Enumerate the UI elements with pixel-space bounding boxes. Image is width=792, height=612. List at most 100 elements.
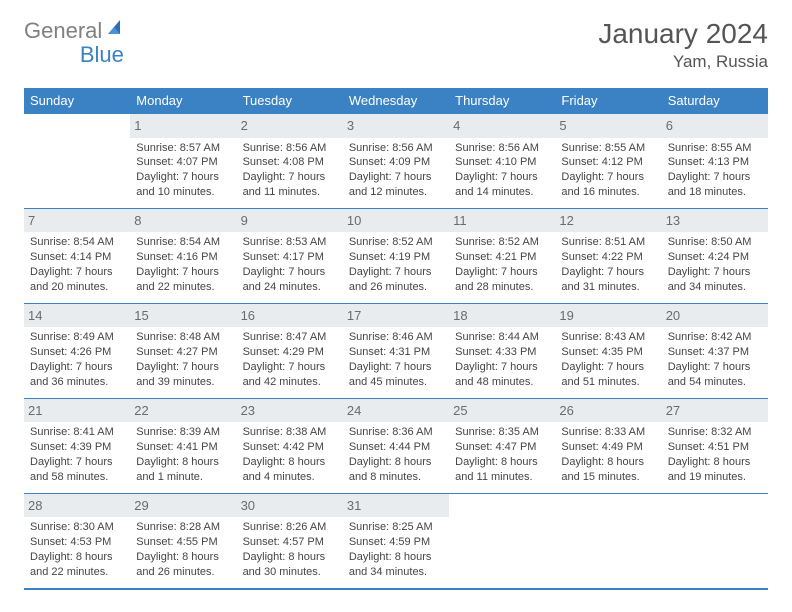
sunset-text: Sunset: 4:29 PM	[243, 345, 337, 360]
day-number: 3	[343, 114, 449, 138]
calendar-row: 21Sunrise: 8:41 AMSunset: 4:39 PMDayligh…	[24, 398, 768, 493]
sunrise-text: Sunrise: 8:32 AM	[668, 425, 762, 440]
sunrise-text: Sunrise: 8:54 AM	[30, 235, 124, 250]
calendar-cell: 10Sunrise: 8:52 AMSunset: 4:19 PMDayligh…	[343, 208, 449, 303]
daylight-text-b: and 34 minutes.	[668, 280, 762, 295]
sunrise-text: Sunrise: 8:49 AM	[30, 330, 124, 345]
calendar-row: .1Sunrise: 8:57 AMSunset: 4:07 PMDayligh…	[24, 114, 768, 209]
daylight-text-a: Daylight: 7 hours	[136, 170, 230, 185]
sunrise-text: Sunrise: 8:51 AM	[561, 235, 655, 250]
daylight-text-a: Daylight: 7 hours	[243, 170, 337, 185]
calendar-cell: .	[555, 493, 661, 588]
sunset-text: Sunset: 4:10 PM	[455, 155, 549, 170]
sunrise-text: Sunrise: 8:26 AM	[243, 520, 337, 535]
daylight-text-b: and 4 minutes.	[243, 470, 337, 485]
day-number: 16	[237, 304, 343, 328]
sunset-text: Sunset: 4:33 PM	[455, 345, 549, 360]
calendar-cell: 27Sunrise: 8:32 AMSunset: 4:51 PMDayligh…	[662, 398, 768, 493]
calendar-cell: 12Sunrise: 8:51 AMSunset: 4:22 PMDayligh…	[555, 208, 661, 303]
daylight-text-b: and 54 minutes.	[668, 375, 762, 390]
day-number: 18	[449, 304, 555, 328]
day-number: 24	[343, 399, 449, 423]
daylight-text-b: and 18 minutes.	[668, 185, 762, 200]
sunset-text: Sunset: 4:24 PM	[668, 250, 762, 265]
calendar-cell: 15Sunrise: 8:48 AMSunset: 4:27 PMDayligh…	[130, 303, 236, 398]
sunrise-text: Sunrise: 8:39 AM	[136, 425, 230, 440]
title-block: January 2024 Yam, Russia	[598, 18, 768, 72]
weekday-sunday: Sunday	[24, 88, 130, 114]
location: Yam, Russia	[598, 52, 768, 72]
calendar-cell: 1Sunrise: 8:57 AMSunset: 4:07 PMDaylight…	[130, 114, 236, 209]
daylight-text-a: Daylight: 8 hours	[136, 550, 230, 565]
day-number: 9	[237, 209, 343, 233]
calendar-body: .1Sunrise: 8:57 AMSunset: 4:07 PMDayligh…	[24, 114, 768, 589]
weekday-monday: Monday	[130, 88, 236, 114]
sunrise-text: Sunrise: 8:52 AM	[455, 235, 549, 250]
calendar-cell: 23Sunrise: 8:38 AMSunset: 4:42 PMDayligh…	[237, 398, 343, 493]
calendar-cell: 30Sunrise: 8:26 AMSunset: 4:57 PMDayligh…	[237, 493, 343, 588]
daylight-text-b: and 58 minutes.	[30, 470, 124, 485]
calendar-cell: 24Sunrise: 8:36 AMSunset: 4:44 PMDayligh…	[343, 398, 449, 493]
calendar-cell: 20Sunrise: 8:42 AMSunset: 4:37 PMDayligh…	[662, 303, 768, 398]
sunrise-text: Sunrise: 8:56 AM	[349, 141, 443, 156]
daylight-text-a: Daylight: 7 hours	[455, 360, 549, 375]
calendar-cell: .	[24, 114, 130, 209]
logo-text-general: General	[24, 18, 102, 44]
calendar-cell: 28Sunrise: 8:30 AMSunset: 4:53 PMDayligh…	[24, 493, 130, 588]
calendar-row: 7Sunrise: 8:54 AMSunset: 4:14 PMDaylight…	[24, 208, 768, 303]
daylight-text-b: and 31 minutes.	[561, 280, 655, 295]
sunrise-text: Sunrise: 8:48 AM	[136, 330, 230, 345]
daylight-text-b: and 51 minutes.	[561, 375, 655, 390]
daylight-text-a: Daylight: 8 hours	[561, 455, 655, 470]
daylight-text-b: and 34 minutes.	[349, 565, 443, 580]
month-title: January 2024	[598, 18, 768, 50]
sunrise-text: Sunrise: 8:54 AM	[136, 235, 230, 250]
sunrise-text: Sunrise: 8:56 AM	[455, 141, 549, 156]
daylight-text-b: and 36 minutes.	[30, 375, 124, 390]
day-number: 10	[343, 209, 449, 233]
day-number: 29	[130, 494, 236, 518]
calendar-table: Sunday Monday Tuesday Wednesday Thursday…	[24, 88, 768, 590]
sunrise-text: Sunrise: 8:35 AM	[455, 425, 549, 440]
day-number: 31	[343, 494, 449, 518]
daylight-text-a: Daylight: 8 hours	[349, 550, 443, 565]
sunset-text: Sunset: 4:08 PM	[243, 155, 337, 170]
daylight-text-b: and 45 minutes.	[349, 375, 443, 390]
day-number: 19	[555, 304, 661, 328]
sunrise-text: Sunrise: 8:44 AM	[455, 330, 549, 345]
calendar-cell: 14Sunrise: 8:49 AMSunset: 4:26 PMDayligh…	[24, 303, 130, 398]
calendar-row: 28Sunrise: 8:30 AMSunset: 4:53 PMDayligh…	[24, 493, 768, 588]
sunrise-text: Sunrise: 8:50 AM	[668, 235, 762, 250]
logo-text-blue: Blue	[80, 42, 124, 68]
sunrise-text: Sunrise: 8:42 AM	[668, 330, 762, 345]
calendar-cell: 25Sunrise: 8:35 AMSunset: 4:47 PMDayligh…	[449, 398, 555, 493]
calendar-cell: 9Sunrise: 8:53 AMSunset: 4:17 PMDaylight…	[237, 208, 343, 303]
daylight-text-a: Daylight: 7 hours	[30, 265, 124, 280]
sunset-text: Sunset: 4:26 PM	[30, 345, 124, 360]
day-number: 12	[555, 209, 661, 233]
calendar-cell: 19Sunrise: 8:43 AMSunset: 4:35 PMDayligh…	[555, 303, 661, 398]
day-number: 26	[555, 399, 661, 423]
sunset-text: Sunset: 4:39 PM	[30, 440, 124, 455]
sunrise-text: Sunrise: 8:52 AM	[349, 235, 443, 250]
daylight-text-a: Daylight: 7 hours	[30, 360, 124, 375]
daylight-text-b: and 30 minutes.	[243, 565, 337, 580]
day-number: 30	[237, 494, 343, 518]
daylight-text-b: and 39 minutes.	[136, 375, 230, 390]
daylight-text-a: Daylight: 7 hours	[136, 360, 230, 375]
weekday-thursday: Thursday	[449, 88, 555, 114]
calendar-cell: 16Sunrise: 8:47 AMSunset: 4:29 PMDayligh…	[237, 303, 343, 398]
daylight-text-b: and 10 minutes.	[136, 185, 230, 200]
daylight-text-b: and 11 minutes.	[455, 470, 549, 485]
daylight-text-b: and 28 minutes.	[455, 280, 549, 295]
daylight-text-a: Daylight: 7 hours	[243, 360, 337, 375]
sunrise-text: Sunrise: 8:41 AM	[30, 425, 124, 440]
sunset-text: Sunset: 4:59 PM	[349, 535, 443, 550]
day-number: 7	[24, 209, 130, 233]
logo: General	[24, 18, 128, 44]
sunset-text: Sunset: 4:22 PM	[561, 250, 655, 265]
daylight-text-a: Daylight: 7 hours	[30, 455, 124, 470]
sunset-text: Sunset: 4:37 PM	[668, 345, 762, 360]
daylight-text-a: Daylight: 8 hours	[243, 455, 337, 470]
day-number: 5	[555, 114, 661, 138]
